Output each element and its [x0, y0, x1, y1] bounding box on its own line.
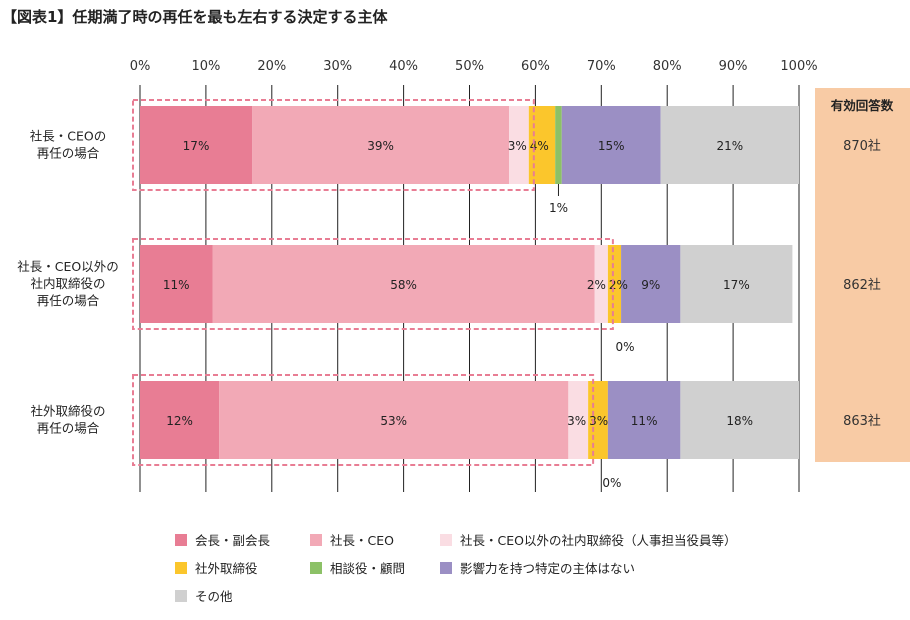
legend-swatch: [310, 561, 322, 574]
data-label-below: 1%: [549, 201, 568, 215]
bar-segment: [509, 106, 529, 184]
data-label: 53%: [380, 414, 407, 428]
data-label: 4%: [530, 139, 549, 153]
legend-label: 社長・CEO以外の社内取締役（人事担当役員等）: [460, 533, 737, 548]
data-label: 11%: [631, 414, 658, 428]
responses-header: 有効回答数: [831, 98, 894, 113]
bar-segment: [621, 245, 681, 323]
bar-segment: [568, 381, 589, 459]
data-label: 15%: [598, 139, 625, 153]
legend-label: 影響力を持つ特定の主体はない: [460, 561, 636, 576]
legend-label: 会長・副会長: [195, 533, 271, 548]
category-label: 社内取締役の: [30, 276, 105, 291]
x-tick-label: 70%: [587, 59, 616, 74]
category-label: 社長・CEOの: [30, 129, 106, 144]
responses-value: 870社: [843, 138, 881, 154]
data-label-below: 0%: [602, 476, 621, 490]
x-tick-label: 20%: [257, 59, 286, 74]
category-label: 再任の場合: [37, 293, 100, 308]
bar-segment: [680, 381, 799, 459]
bar-segment: [680, 245, 793, 323]
data-label: 17%: [723, 278, 750, 292]
x-tick-label: 80%: [653, 59, 682, 74]
legend-item: 社長・CEO: [310, 530, 394, 549]
legend-swatch: [175, 533, 187, 546]
bar-segment: [594, 245, 608, 323]
legend-label: 相談役・顧問: [330, 561, 406, 576]
bar-segment: [561, 106, 661, 184]
data-label: 9%: [641, 278, 660, 292]
highlight-box: [132, 238, 614, 330]
data-label: 2%: [587, 278, 606, 292]
legend-item: 会長・副会長: [175, 530, 270, 549]
x-tick-label: 90%: [719, 59, 748, 74]
data-label: 39%: [367, 139, 394, 153]
bar-segment: [555, 106, 562, 184]
category-label: 社外取締役の: [30, 404, 105, 419]
bar-segment: [607, 381, 681, 459]
bar-segment: [140, 381, 220, 459]
x-tick-label: 50%: [455, 59, 484, 74]
legend-swatch: [440, 561, 452, 574]
x-tick-label: 60%: [521, 59, 550, 74]
legend-label: その他: [195, 589, 233, 604]
chart-title: 【図表1】任期満了時の再任を最も左右する決定する主体: [2, 8, 388, 26]
bar-segment: [140, 106, 253, 184]
legend-item: 社外取締役: [175, 558, 258, 577]
x-tick-label: 40%: [389, 59, 418, 74]
legend-item: その他: [175, 586, 233, 605]
data-label: 3%: [508, 139, 527, 153]
stacked-bar-chart: 有効回答数 870社 862社 863社 0% 10% 20% 30% 40% 50% 60% 70%…: [17, 59, 910, 492]
responses-column: [815, 88, 910, 462]
responses-value: 863社: [843, 413, 881, 429]
bar-segment: [252, 106, 510, 184]
data-label-below: 0%: [616, 340, 635, 354]
category-label: 再任の場合: [37, 421, 100, 436]
x-tick-label: 100%: [780, 59, 817, 74]
data-label: 2%: [609, 278, 628, 292]
data-label: 21%: [716, 139, 743, 153]
category-label: 社長・CEO以外の: [17, 259, 118, 274]
bar-segment: [219, 381, 569, 459]
legend-swatch: [310, 533, 322, 546]
bar-segment: [660, 106, 799, 184]
bar-segment: [140, 245, 213, 323]
legend-item: 社長・CEO以外の社内取締役（人事担当役員等）: [440, 530, 736, 549]
x-tick-label: 10%: [191, 59, 220, 74]
highlight-box: [132, 374, 595, 466]
x-tick-label: 0%: [130, 59, 151, 74]
responses-value: 862社: [843, 277, 881, 293]
legend-label: 社長・CEO: [330, 533, 394, 548]
data-label: 3%: [589, 414, 608, 428]
legend-label: 社外取締役: [195, 561, 258, 576]
highlight-box: [132, 99, 535, 191]
legend-swatch: [440, 533, 452, 546]
legend-swatch: [175, 561, 187, 574]
legend-item: 影響力を持つ特定の主体はない: [440, 558, 635, 577]
data-label: 3%: [567, 414, 586, 428]
bar-segment: [212, 245, 595, 323]
x-tick-label: 30%: [323, 59, 352, 74]
legend-item: 相談役・顧問: [310, 558, 405, 577]
category-label: 再任の場合: [37, 146, 100, 161]
data-label: 12%: [166, 414, 193, 428]
data-label: 11%: [163, 278, 190, 292]
bar-segment: [607, 245, 622, 323]
data-label: 17%: [183, 139, 210, 153]
legend-swatch: [175, 589, 187, 602]
data-label: 18%: [726, 414, 753, 428]
data-label: 58%: [390, 278, 417, 292]
